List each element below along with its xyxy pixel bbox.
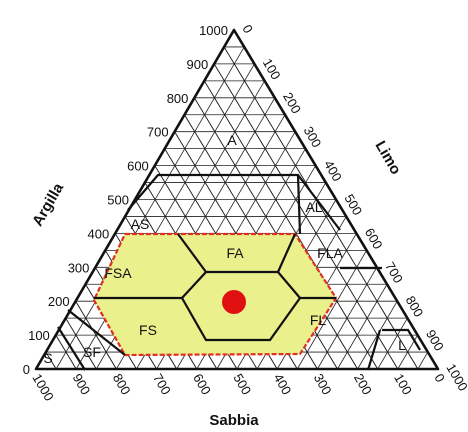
- clay-axis-title: Argilla: [29, 180, 67, 229]
- region-boundary: [127, 173, 341, 231]
- grid-line: [65, 317, 97, 370]
- region-label: AL: [305, 199, 322, 215]
- clay-tick-label: 700: [147, 125, 169, 140]
- silt-axis-title: Limo: [372, 138, 405, 178]
- clay-tick-label: 0: [23, 362, 30, 377]
- sand-axis-title: Sabbia: [209, 412, 259, 429]
- region-label: A: [227, 132, 237, 148]
- clay-tick-label: 900: [186, 57, 208, 72]
- region-label: L: [398, 337, 406, 353]
- sand-tick-label: 300: [311, 371, 335, 397]
- grid-line: [223, 46, 419, 370]
- region-boundary: [296, 174, 302, 235]
- sand-tick-label: 400: [271, 371, 295, 397]
- triangle-outline: [34, 28, 440, 371]
- clay-tick-label: 600: [127, 159, 149, 174]
- sample-point: [222, 290, 246, 314]
- sand-tick-label: 700: [150, 371, 174, 397]
- region-boundary: [67, 309, 126, 356]
- region-label: FSA: [104, 265, 132, 281]
- grid-line: [417, 351, 429, 370]
- region-boundary: [276, 233, 297, 273]
- sand-tick-label: 100: [391, 371, 415, 397]
- region-label: FL: [310, 312, 327, 328]
- region-label: FA: [226, 245, 244, 261]
- clay-tick-label: 1000: [199, 23, 228, 38]
- sand-tick-label: 200: [351, 371, 375, 397]
- grid-line: [317, 267, 378, 370]
- clay-tick-label: 300: [68, 260, 90, 275]
- grid-line: [203, 80, 379, 370]
- region-label: SF: [83, 344, 101, 360]
- sand-tick-label: 800: [110, 371, 134, 397]
- clay-tick-label: 800: [167, 91, 189, 106]
- clay-tick-label: 500: [107, 193, 129, 208]
- region-boundary: [177, 233, 207, 273]
- region-label: FLA: [317, 245, 343, 261]
- region-boundary: [366, 329, 382, 371]
- region-boundary: [181, 270, 301, 299]
- silt-tick-label: 0: [239, 22, 256, 36]
- clay-tick-label: 100: [28, 328, 50, 343]
- highlight-zone: [92, 232, 338, 357]
- grid-line: [45, 351, 57, 370]
- sand-tick-label: 900: [70, 371, 94, 397]
- region-boundary: [181, 297, 301, 342]
- sand-tick-label: 600: [190, 371, 214, 397]
- sand-tick-label: 500: [230, 371, 254, 397]
- grid-line: [55, 46, 245, 370]
- sand-tick-label: 0: [431, 371, 448, 385]
- clay-tick-label: 400: [87, 226, 109, 241]
- region-label: S: [43, 350, 52, 366]
- grid-line: [377, 317, 408, 370]
- region-boundaries: [57, 173, 421, 371]
- sand-tick-label: 1000: [29, 371, 56, 404]
- grid-line: [296, 250, 367, 370]
- region-label: FS: [139, 322, 157, 338]
- clay-tick-label: 200: [48, 294, 70, 309]
- region-labels: A AS AL FA FLA FSA FS FL L S SF: [43, 132, 406, 366]
- grid-line: [337, 284, 388, 370]
- region-boundary: [57, 326, 86, 371]
- region-label: AS: [131, 216, 150, 232]
- region-boundary: [382, 328, 421, 351]
